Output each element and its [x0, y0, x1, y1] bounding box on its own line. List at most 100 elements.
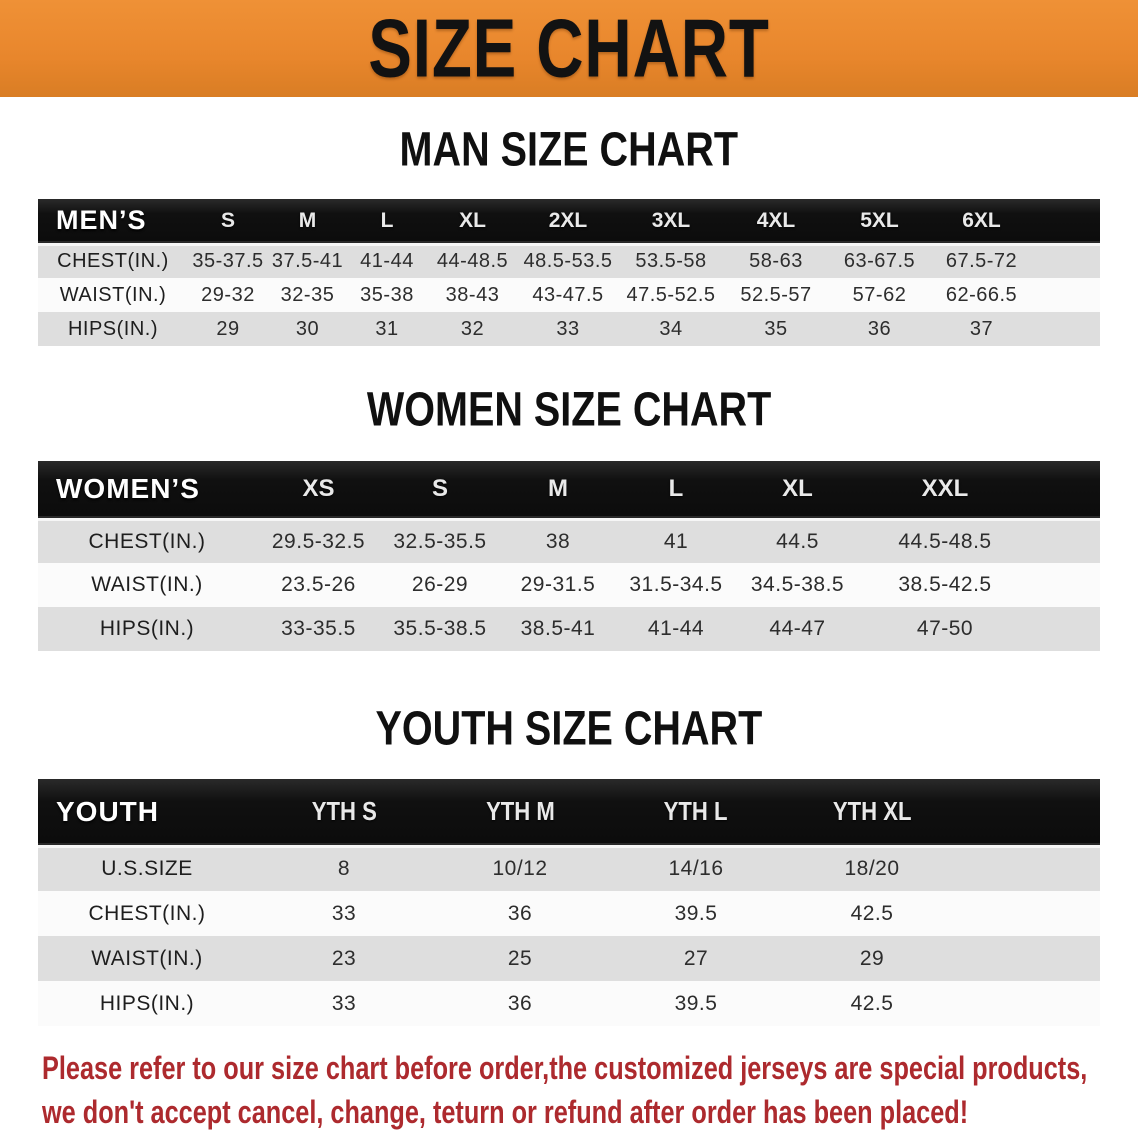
value-cell: 14/16 — [668, 857, 724, 881]
youth-section-title: YOUTH SIZE CHART — [375, 700, 763, 756]
women-col-l: L — [668, 475, 684, 503]
value-cell: 57-62 — [852, 283, 907, 306]
women-col-xl: XL — [782, 475, 813, 503]
youth-col-l: YTH L — [664, 796, 728, 827]
value-cell: 26-29 — [411, 573, 469, 596]
spacer-cell — [1032, 278, 1100, 312]
men-col-2xl: 2XL — [548, 208, 588, 232]
value-cell: 38-43 — [445, 283, 500, 306]
spacer-cell — [960, 936, 1100, 981]
men-header-label: MEN’S — [56, 205, 147, 236]
spacer-cell — [1032, 244, 1100, 278]
spacer-cell — [1030, 519, 1100, 563]
value-cell: 35 — [764, 317, 788, 340]
disclaimer-note: Please refer to our size chart before or… — [42, 1046, 1132, 1132]
value-cell: 29-32 — [201, 283, 255, 306]
women-col-m: M — [548, 475, 568, 503]
row-label: WAIST(IN.) — [91, 946, 203, 970]
value-cell: 43-47.5 — [532, 283, 604, 306]
value-cell: 36 — [507, 991, 533, 1015]
spacer-cell — [1032, 199, 1100, 244]
value-cell: 33 — [556, 317, 580, 340]
spacer-cell — [1030, 563, 1100, 607]
women-col-s: S — [431, 475, 448, 503]
value-cell: 41 — [663, 529, 689, 553]
value-cell: 23.5-26 — [281, 573, 356, 596]
value-cell: 42.5 — [850, 901, 894, 925]
value-cell: 29-31.5 — [520, 573, 596, 596]
value-cell: 63-67.5 — [843, 250, 916, 273]
youth-size-table: YOUTH YTH S YTH M YTH L YTH XL U.S.SIZE … — [38, 779, 1100, 1026]
row-label: CHEST(IN.) — [57, 250, 169, 273]
table-row: HIPS(IN.) 33 36 39.5 42.5 — [38, 981, 1100, 1026]
value-cell: 37.5-41 — [271, 250, 344, 273]
value-cell: 29 — [216, 317, 240, 340]
value-cell: 38 — [545, 529, 571, 553]
table-row: WAIST(IN.) 23 25 27 29 — [38, 936, 1100, 981]
men-col-3xl: 3XL — [651, 208, 691, 232]
value-cell: 58-63 — [749, 250, 803, 273]
value-cell: 29 — [859, 946, 885, 970]
value-cell: 48.5-53.5 — [523, 250, 613, 273]
women-header-row: WOMEN’S XS S M L XL XXL — [38, 461, 1100, 519]
value-cell: 33 — [331, 901, 357, 925]
row-label: CHEST(IN.) — [88, 901, 206, 925]
disclaimer-line-1: Please refer to our size chart before or… — [42, 1050, 1088, 1086]
value-cell: 38.5-42.5 — [898, 573, 992, 596]
row-label: HIPS(IN.) — [99, 991, 195, 1015]
size-chart-banner: SIZE CHART — [0, 0, 1138, 97]
men-col-5xl: 5XL — [860, 208, 899, 232]
value-cell: 25 — [507, 946, 533, 970]
table-row: U.S.SIZE 8 10/12 14/16 18/20 — [38, 846, 1100, 891]
spacer-cell — [1032, 312, 1100, 346]
value-cell: 35-37.5 — [192, 250, 264, 273]
table-row: HIPS(IN.) 33-35.5 35.5-38.5 38.5-41 41-4… — [38, 607, 1100, 651]
disclaimer-line-2: we don't accept cancel, change, teturn o… — [42, 1094, 969, 1130]
value-cell: 62-66.5 — [945, 283, 1018, 306]
value-cell: 36 — [867, 317, 892, 340]
spacer-cell — [1030, 461, 1100, 519]
youth-col-s: YTH S — [311, 796, 377, 827]
men-header-row: MEN’S S M L XL 2XL 3XL 4XL 5XL 6XL — [38, 199, 1100, 244]
value-cell: 18/20 — [844, 857, 900, 881]
spacer-cell — [1030, 607, 1100, 651]
value-cell: 44.5 — [776, 529, 819, 553]
value-cell: 35.5-38.5 — [393, 617, 487, 640]
row-label: WAIST(IN.) — [91, 573, 203, 596]
row-label: CHEST(IN.) — [88, 529, 206, 553]
value-cell: 53.5-58 — [635, 250, 707, 273]
row-label: HIPS(IN.) — [67, 317, 159, 340]
value-cell: 42.5 — [850, 991, 894, 1015]
men-col-l: L — [380, 208, 394, 232]
table-row: CHEST(IN.) 35-37.5 37.5-41 41-44 44-48.5… — [38, 244, 1100, 278]
value-cell: 23 — [331, 946, 357, 970]
value-cell: 38.5-41 — [520, 617, 596, 640]
value-cell: 33-35.5 — [281, 617, 356, 640]
value-cell: 47-50 — [916, 617, 974, 640]
value-cell: 44-48.5 — [436, 250, 509, 273]
table-row: CHEST(IN.) 33 36 39.5 42.5 — [38, 891, 1100, 936]
value-cell: 39.5 — [674, 901, 718, 925]
banner-title: SIZE CHART — [368, 1, 770, 95]
value-cell: 44.5-48.5 — [898, 529, 992, 553]
value-cell: 27 — [683, 946, 709, 970]
spacer-cell — [960, 846, 1100, 891]
table-row: HIPS(IN.) 29 30 31 32 33 34 35 36 37 — [38, 312, 1100, 346]
women-section-title: WOMEN SIZE CHART — [366, 381, 772, 437]
value-cell: 47.5-52.5 — [626, 283, 716, 306]
men-col-6xl: 6XL — [962, 208, 1001, 232]
youth-header-label: YOUTH — [56, 795, 159, 827]
value-cell: 36 — [507, 901, 533, 925]
value-cell: 32.5-35.5 — [393, 529, 487, 553]
youth-col-m: YTH M — [485, 796, 555, 827]
value-cell: 41-44 — [360, 250, 414, 273]
table-row: WAIST(IN.) 29-32 32-35 35-38 38-43 43-47… — [38, 278, 1100, 312]
men-col-m: M — [298, 208, 317, 232]
men-section-title: MAN SIZE CHART — [399, 121, 739, 177]
value-cell: 37 — [969, 317, 994, 340]
men-size-table: MEN’S S M L XL 2XL 3XL 4XL 5XL 6XL CHEST… — [38, 199, 1100, 346]
value-cell: 32 — [460, 317, 485, 340]
row-label: U.S.SIZE — [101, 857, 193, 881]
table-row: WAIST(IN.) 23.5-26 26-29 29-31.5 31.5-34… — [38, 563, 1100, 607]
women-col-xxl: XXL — [921, 475, 969, 503]
